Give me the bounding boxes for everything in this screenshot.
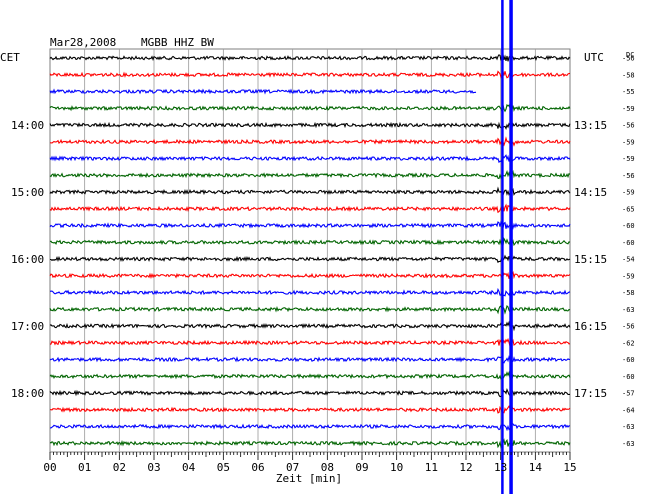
dc-offset-value: -63 xyxy=(622,423,635,431)
trace-line xyxy=(49,270,571,280)
cet-hour-label: 16:00 xyxy=(11,253,44,266)
x-tick-label: 12 xyxy=(459,461,472,474)
x-tick-label: 10 xyxy=(390,461,403,474)
x-tick-label: 07 xyxy=(286,461,299,474)
trace-layer xyxy=(49,53,571,449)
trace-line xyxy=(49,220,571,231)
dc-offset-value: -60 xyxy=(622,222,635,230)
trace-line xyxy=(49,438,571,449)
trace-line xyxy=(49,337,571,348)
x-tick-label: 15 xyxy=(563,461,576,474)
plot-frame xyxy=(49,48,571,453)
dc-offset-value: -56 xyxy=(622,172,635,180)
cet-hour-label: 18:00 xyxy=(11,387,44,400)
utc-hour-label: 14:15 xyxy=(574,186,607,199)
trace-line xyxy=(49,405,571,414)
trace-line xyxy=(49,69,571,79)
dc-offset-value: -56 xyxy=(622,55,635,63)
trace-line xyxy=(49,53,571,62)
utc-label: UTC xyxy=(584,51,604,64)
trace-line xyxy=(49,186,571,197)
trace-line xyxy=(49,136,571,147)
cet-hour-label: 17:00 xyxy=(11,320,44,333)
x-tick-label: 00 xyxy=(43,461,56,474)
trace-line xyxy=(49,254,571,264)
dc-offset-value: -58 xyxy=(622,289,635,297)
trace-line xyxy=(49,320,571,332)
x-tick-label: 02 xyxy=(113,461,126,474)
dc-offset-value: -55 xyxy=(622,88,635,96)
dc-offset-value: -60 xyxy=(622,373,635,381)
dc-offset-labels: -56 -58 -55 -59 -56 -59 -59 -56 -59 -65 -60 -60 -54 -… xyxy=(622,55,635,448)
utc-hour-labels: 13:15 14:15 15:15 16:15 17:15 xyxy=(574,119,607,400)
trace-line xyxy=(49,203,571,214)
event-markers xyxy=(501,0,513,494)
trace-line xyxy=(49,423,571,432)
dc-offset-value: -60 xyxy=(622,239,635,247)
trace-line xyxy=(49,237,571,247)
dc-offset-value: -57 xyxy=(622,390,635,398)
dc-offset-value: -56 xyxy=(622,323,635,331)
dc-offset-value: -56 xyxy=(622,122,635,130)
dc-offset-value: -64 xyxy=(622,406,635,414)
x-tick-label: 04 xyxy=(182,461,196,474)
trace-line xyxy=(49,121,571,131)
dc-offset-value: -60 xyxy=(622,356,635,364)
x-axis-label: Zeit [min] xyxy=(276,472,342,485)
trace-line xyxy=(49,355,570,364)
x-tick-label: 06 xyxy=(251,461,264,474)
cet-hour-label: 15:00 xyxy=(11,186,44,199)
dc-offset-value: -58 xyxy=(622,71,635,79)
dc-offset-value: -59 xyxy=(622,272,635,280)
chart-date: Mar28,2008 xyxy=(50,36,116,49)
x-tick-label: 14 xyxy=(529,461,543,474)
x-tick-label: 03 xyxy=(147,461,160,474)
dc-offset-value: -65 xyxy=(622,205,635,213)
utc-hour-label: 16:15 xyxy=(574,320,607,333)
dc-offset-value: -59 xyxy=(622,138,635,146)
trace-line xyxy=(49,304,571,315)
dc-offset-value: -59 xyxy=(622,105,635,113)
time-axis: 00 01 02 03 04 05 06 07 08 09 10 11 12 13 14 15 xyxy=(43,452,577,474)
chart-station: MGBB HHZ BW xyxy=(141,36,214,49)
dc-offset-value: -63 xyxy=(622,440,635,448)
grid-lines xyxy=(49,48,571,453)
dc-offset-value: -62 xyxy=(622,339,635,347)
trace-line xyxy=(49,370,571,381)
utc-hour-label: 17:15 xyxy=(574,387,607,400)
x-tick-label: 13 xyxy=(494,461,507,474)
trace-line xyxy=(49,287,571,297)
trace-line xyxy=(49,88,477,95)
x-tick-label: 11 xyxy=(425,461,438,474)
dc-offset-value: -59 xyxy=(622,155,635,163)
trace-line xyxy=(49,169,571,180)
trace-line xyxy=(49,387,571,398)
x-tick-label: 01 xyxy=(78,461,91,474)
cet-label: CET xyxy=(0,51,20,64)
dc-offset-value: -54 xyxy=(622,256,635,264)
utc-hour-label: 15:15 xyxy=(574,253,607,266)
dc-offset-value: -63 xyxy=(622,306,635,314)
x-tick-label: 09 xyxy=(355,461,368,474)
cet-hour-label: 14:00 xyxy=(11,119,44,132)
cet-hour-labels: 14:00 15:00 16:00 17:00 18:00 xyxy=(11,119,44,400)
dc-label: DC xyxy=(626,51,634,59)
trace-line xyxy=(49,103,571,114)
x-tick-label: 08 xyxy=(321,461,334,474)
x-tick-label: 05 xyxy=(217,461,230,474)
dc-offset-value: -59 xyxy=(622,189,635,197)
utc-hour-label: 13:15 xyxy=(574,119,607,132)
trace-line xyxy=(49,154,571,164)
